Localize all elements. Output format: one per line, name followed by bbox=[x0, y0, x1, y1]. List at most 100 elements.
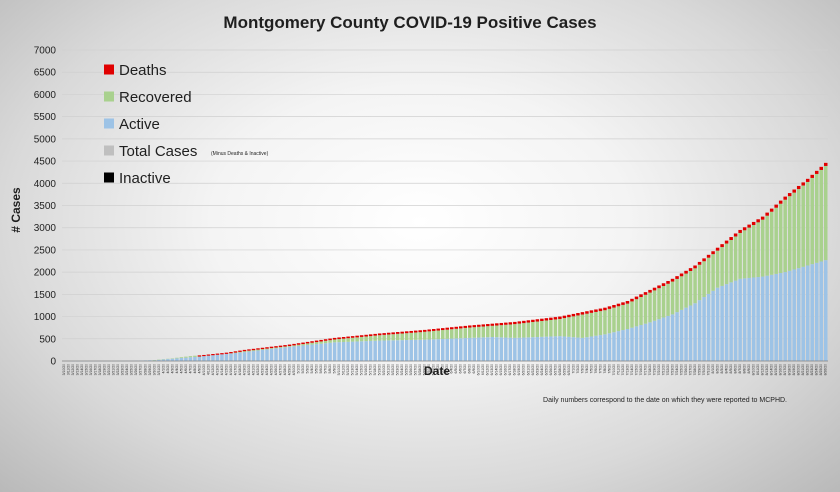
bar-segment-recovered bbox=[364, 336, 368, 342]
bar-segment-deaths bbox=[630, 298, 634, 302]
bar-segment-active bbox=[233, 353, 238, 361]
bar-segment-deaths bbox=[823, 162, 828, 166]
x-tick-label: 7/4/20 bbox=[585, 364, 589, 374]
bar-segment-recovered bbox=[292, 345, 296, 347]
bar-segment-deaths bbox=[382, 333, 386, 335]
bar-segment-recovered bbox=[427, 331, 431, 340]
bar-segment-active bbox=[377, 340, 382, 361]
bar-segment-active bbox=[513, 337, 517, 361]
x-tick-label: 6/20/20 bbox=[522, 364, 526, 375]
x-tick-label: 6/18/20 bbox=[513, 364, 517, 375]
bar-segment-active bbox=[580, 337, 585, 361]
bar-segment-active bbox=[769, 274, 774, 361]
x-tick-label: 8/6/20 bbox=[734, 364, 738, 374]
x-tick-label: 7/5/20 bbox=[589, 364, 593, 374]
bar-segment-deaths bbox=[567, 314, 571, 318]
legend-note-total: (Minus Deaths & Inactive) bbox=[211, 151, 269, 157]
bar-segment-active bbox=[796, 268, 801, 361]
bar-segment-recovered bbox=[341, 338, 346, 342]
bar-segment-deaths bbox=[233, 351, 238, 353]
x-tick-label: 4/21/20 bbox=[251, 364, 255, 375]
bar-segment-deaths bbox=[224, 352, 229, 354]
bar-segment-active bbox=[427, 339, 431, 361]
bar-segment-recovered bbox=[409, 332, 413, 340]
x-tick-label: 6/4/20 bbox=[450, 364, 454, 374]
x-tick-label: 4/14/20 bbox=[220, 364, 224, 375]
x-tick-label: 5/29/20 bbox=[423, 364, 427, 375]
x-tick-label: 8/19/20 bbox=[792, 364, 796, 375]
x-tick-label: 6/2/20 bbox=[441, 364, 445, 374]
bar-segment-deaths bbox=[314, 340, 319, 343]
bar-segment-recovered bbox=[391, 334, 395, 341]
bar-segment-deaths bbox=[540, 318, 544, 322]
bar-segment-deaths bbox=[215, 353, 220, 355]
x-tick-label: 6/19/20 bbox=[517, 364, 521, 375]
bar-segment-active bbox=[431, 339, 436, 361]
bar-segment-recovered bbox=[765, 215, 769, 276]
x-tick-label: 4/6/20 bbox=[184, 364, 188, 374]
bar-segment-active bbox=[292, 346, 296, 361]
bar-segment-active bbox=[697, 300, 702, 361]
bar-segment-deaths bbox=[368, 334, 373, 337]
x-tick-label: 8/1/20 bbox=[711, 364, 715, 374]
legend-label-deaths: Deaths bbox=[119, 62, 167, 79]
x-tick-label: 7/10/20 bbox=[612, 364, 616, 375]
bar-segment-active bbox=[445, 338, 450, 361]
bar-segment-recovered bbox=[769, 211, 774, 275]
bar-segment-active bbox=[296, 345, 301, 361]
bar-segment-deaths bbox=[197, 355, 202, 357]
x-tick-label: 4/1/20 bbox=[161, 364, 165, 374]
bar-segment-deaths bbox=[278, 345, 283, 348]
bar-segment-active bbox=[814, 262, 819, 361]
x-tick-label: 4/17/20 bbox=[233, 364, 237, 375]
bar-segment-recovered bbox=[715, 250, 720, 288]
bar-segment-recovered bbox=[787, 196, 792, 271]
x-tick-label: 5/5/20 bbox=[314, 364, 318, 374]
bar-segment-recovered bbox=[404, 333, 409, 341]
bar-segment-active bbox=[522, 337, 526, 361]
bar-segment-active bbox=[310, 344, 314, 361]
bar-segment-recovered bbox=[328, 340, 332, 343]
bar-segment-active bbox=[395, 340, 400, 361]
bar-segment-recovered bbox=[310, 342, 314, 345]
x-tick-label: 3/22/20 bbox=[116, 364, 120, 375]
bar-segment-deaths bbox=[549, 317, 553, 320]
bar-segment-deaths bbox=[553, 317, 558, 320]
bar-segment-deaths bbox=[652, 287, 657, 291]
bar-segment-recovered bbox=[251, 350, 256, 352]
bar-segment-recovered bbox=[179, 357, 184, 359]
x-axis-ticks: 3/10/20 3/11/20 3/12/20 3/13/20 3/14/20 3/15/… bbox=[62, 364, 828, 375]
bar-segment-active bbox=[792, 269, 796, 361]
bar-segment-recovered bbox=[607, 308, 612, 334]
bar-segment-deaths bbox=[594, 309, 598, 312]
x-tick-label: 8/17/20 bbox=[783, 364, 787, 375]
bar-segment-active bbox=[229, 353, 233, 361]
bar-segment-recovered bbox=[454, 328, 459, 339]
bar-segment-active bbox=[756, 277, 760, 361]
x-tick-label: 6/13/20 bbox=[490, 364, 494, 375]
bar-segment-active bbox=[621, 330, 625, 361]
bar-segment-active bbox=[332, 342, 337, 361]
bar-segment-active bbox=[810, 264, 814, 361]
bar-segment-deaths bbox=[323, 339, 328, 341]
bar-segment-recovered bbox=[287, 346, 292, 347]
bar-segment-active bbox=[733, 280, 738, 361]
bar-segment-deaths bbox=[256, 348, 260, 350]
bar-segment-recovered bbox=[666, 283, 670, 316]
x-tick-label: 8/12/20 bbox=[761, 364, 765, 375]
bar-segment-deaths bbox=[670, 278, 675, 282]
bar-segment-recovered bbox=[490, 325, 495, 338]
bar-segment-deaths bbox=[445, 327, 450, 330]
bar-segment-active bbox=[603, 334, 607, 361]
bar-segment-recovered bbox=[756, 222, 760, 278]
legend-swatch-total bbox=[104, 145, 114, 156]
bar-segment-recovered bbox=[711, 254, 715, 291]
x-tick-label: 7/11/20 bbox=[616, 364, 620, 375]
y-axis-ticks: 0 500 1000 1500 2000 2500 3000 3500 4000 4500 5000… bbox=[34, 46, 57, 368]
bar-segment-active bbox=[265, 349, 269, 361]
bar-segment-recovered bbox=[531, 322, 535, 338]
bar-segment-deaths bbox=[774, 204, 778, 208]
bar-segment-recovered bbox=[468, 327, 472, 338]
x-tick-label: 7/20/20 bbox=[657, 364, 661, 375]
bar-segment-deaths bbox=[603, 307, 607, 311]
